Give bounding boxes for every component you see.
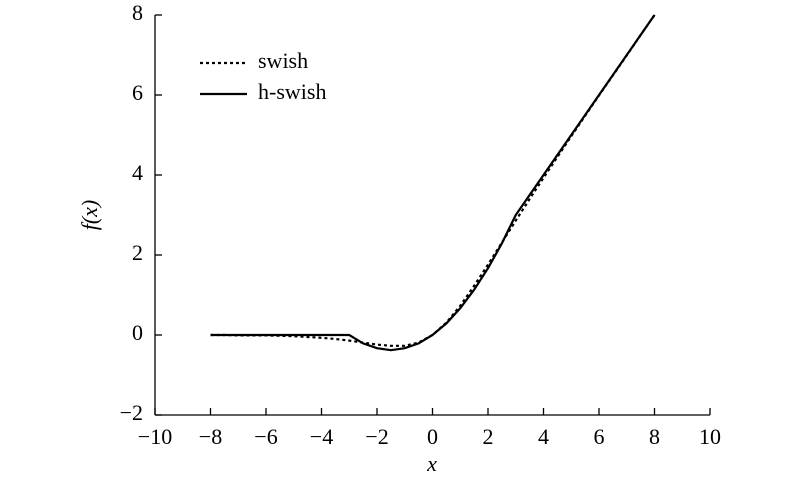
line-h-swish <box>210 14 656 352</box>
x-tick-label: −6 <box>254 424 277 449</box>
y-tick-label: 6 <box>132 80 143 105</box>
x-tick-label: 10 <box>699 424 721 449</box>
x-axis-label: x <box>426 451 437 476</box>
legend-label: swish <box>258 48 308 73</box>
y-tick-label: 8 <box>132 0 143 25</box>
y-tick-label: 2 <box>132 240 143 265</box>
x-tick-label: −2 <box>365 424 388 449</box>
y-tick-label: 4 <box>132 160 143 185</box>
y-axis-label: f(x) <box>77 200 102 231</box>
x-tick-label: −8 <box>199 424 222 449</box>
x-tick-label: 6 <box>594 424 605 449</box>
y-tick-label: 0 <box>132 320 143 345</box>
legend-label: h-swish <box>258 79 326 104</box>
x-tick-label: 0 <box>427 424 438 449</box>
x-tick-label: −4 <box>310 424 333 449</box>
x-tick-label: 2 <box>483 424 494 449</box>
y-tick-label: −2 <box>120 400 143 425</box>
x-tick-label: −10 <box>138 424 172 449</box>
x-tick-label: 4 <box>538 424 549 449</box>
x-tick-label: 8 <box>649 424 660 449</box>
